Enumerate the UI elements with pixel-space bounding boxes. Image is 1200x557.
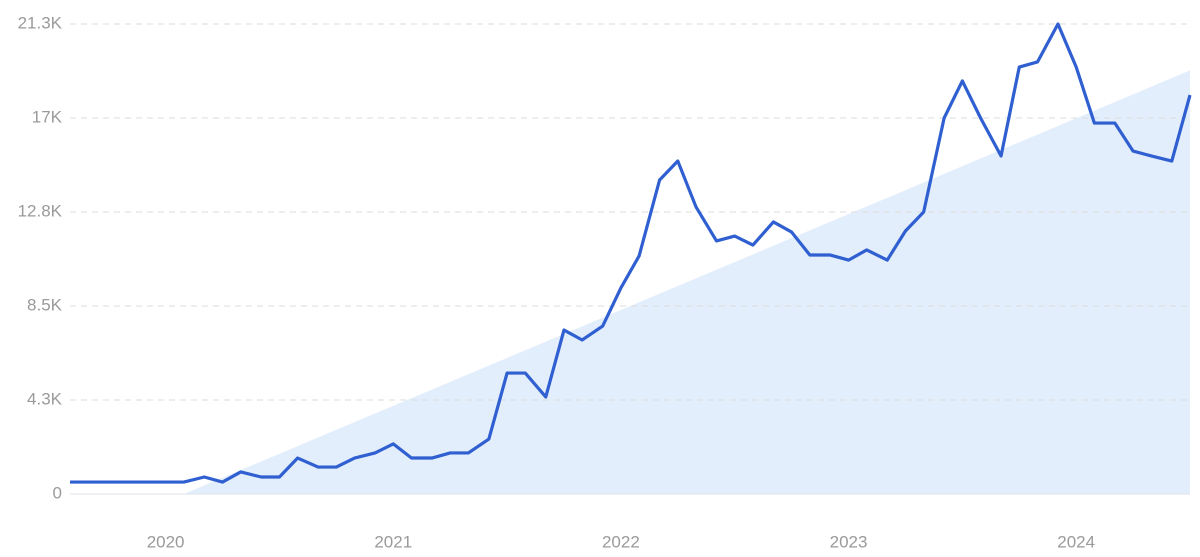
y-tick-label: 17K [32, 107, 63, 126]
x-tick-label: 2020 [147, 532, 185, 551]
trend-area [183, 70, 1190, 495]
x-tick-label: 2022 [602, 532, 640, 551]
y-tick-label: 0 [53, 483, 62, 502]
y-tick-label: 8.5K [27, 295, 63, 314]
x-tick-label: 2023 [830, 532, 868, 551]
x-tick-label: 2021 [374, 532, 412, 551]
y-tick-label: 4.3K [27, 389, 63, 408]
x-tick-label: 2024 [1057, 532, 1095, 551]
y-tick-label: 12.8K [18, 201, 63, 220]
line [70, 22, 1192, 484]
y-tick-label: 21.3K [18, 13, 63, 32]
